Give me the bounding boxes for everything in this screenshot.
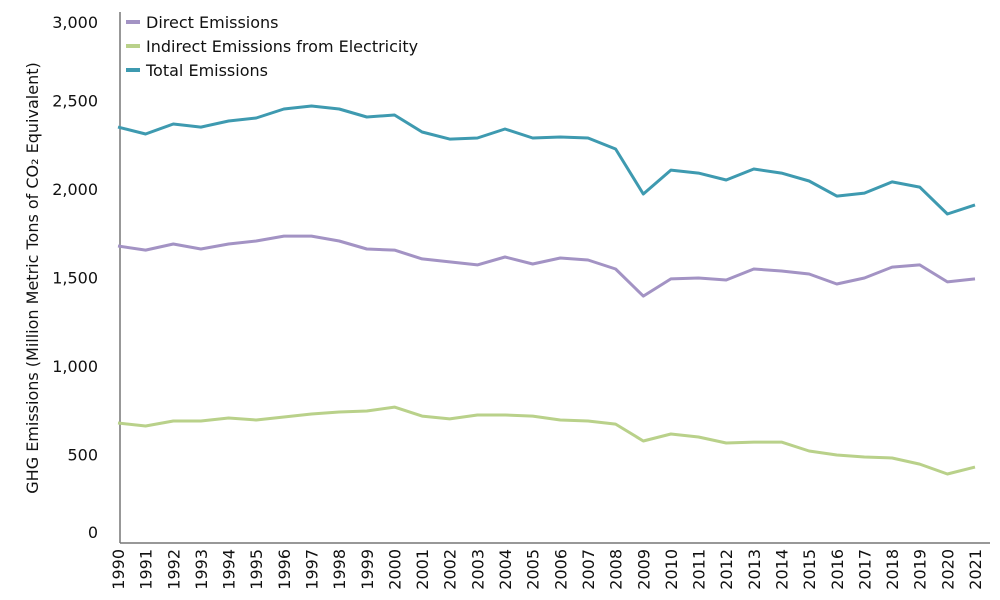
x-tick-label: 2015: [800, 549, 819, 590]
y-tick-label: 1,000: [52, 357, 98, 376]
y-axis-label: GHG Emissions (Million Metric Tons of CO…: [23, 62, 42, 493]
y-tick-label: 3,000: [52, 13, 98, 32]
x-tick-label: 1998: [330, 549, 349, 590]
x-tick-label: 1997: [303, 549, 322, 590]
x-tick-label: 1993: [192, 549, 211, 590]
x-tick-label: 2001: [413, 549, 432, 590]
x-tick-label: 2002: [441, 549, 460, 590]
x-tick-label: 2011: [690, 549, 709, 590]
x-tick-label: 1991: [137, 549, 156, 590]
x-tick-label: 2016: [828, 549, 847, 590]
x-tick-label: 2019: [911, 549, 930, 590]
x-tick-label: 1992: [164, 549, 183, 590]
series-line-direct-emissions: [117, 234, 976, 298]
x-tick-label: 1999: [358, 549, 377, 590]
x-tick-label: 2009: [634, 549, 653, 590]
y-tick-label: 0: [88, 523, 98, 542]
legend-label: Direct Emissions: [146, 13, 279, 32]
x-tick-label: 2020: [938, 549, 957, 590]
series-line-indirect-emissions-from-electricity: [117, 405, 976, 476]
legend-label: Total Emissions: [145, 61, 268, 80]
x-tick-label: 1990: [109, 549, 128, 590]
x-tick-label: 2018: [883, 549, 902, 590]
x-tick-label: 2004: [496, 549, 515, 590]
x-tick-label: 2006: [551, 549, 570, 590]
x-tick-label: 2007: [579, 549, 598, 590]
x-tick-label: 1994: [220, 549, 239, 590]
x-axis-ticks: 1990 1991 1992 1993 1994 1995 1996 1997 1998 1999…: [109, 549, 985, 590]
legend-label: Indirect Emissions from Electricity: [146, 37, 418, 56]
series-lines: [117, 104, 976, 476]
x-tick-label: 2014: [772, 549, 791, 590]
x-tick-label: 2012: [717, 549, 736, 590]
x-tick-label: 2021: [966, 549, 985, 590]
y-tick-label: 500: [67, 446, 98, 465]
x-tick-label: 2010: [662, 549, 681, 590]
x-tick-label: 2005: [524, 549, 543, 590]
legend: Direct Emissions Indirect Emissions from …: [126, 13, 418, 80]
x-tick-label: 2003: [468, 549, 487, 590]
x-tick-label: 2008: [607, 549, 626, 590]
y-tick-label: 1,500: [52, 269, 98, 288]
x-tick-label: 1995: [247, 549, 266, 590]
x-tick-label: 2000: [385, 549, 404, 590]
series-line-total-emissions: [117, 104, 976, 216]
y-tick-label: 2,500: [52, 92, 98, 111]
y-axis-ticks: 0 500 1,000 1,500 2,000 2,500 3,000: [52, 13, 98, 542]
x-tick-label: 2013: [745, 549, 764, 590]
x-tick-label: 2017: [855, 549, 874, 590]
x-tick-label: 1996: [275, 549, 294, 590]
y-tick-label: 2,000: [52, 180, 98, 199]
